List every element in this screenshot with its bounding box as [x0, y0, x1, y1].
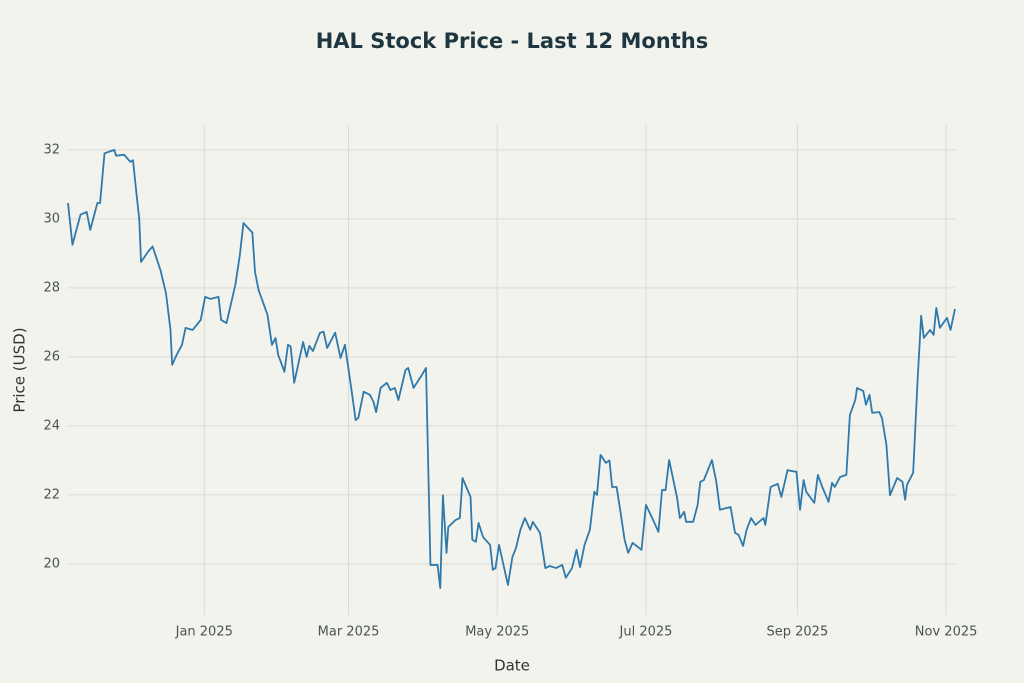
y-tick-label: 20	[43, 556, 60, 571]
y-tick-label: 24	[43, 418, 60, 433]
x-tick-label: Nov 2025	[915, 625, 978, 640]
x-tick-label: Jan 2025	[175, 625, 233, 640]
x-tick-label: Jul 2025	[619, 625, 673, 640]
y-tick-label: 30	[43, 211, 60, 226]
x-tick-label: Mar 2025	[318, 625, 380, 640]
y-tick-label: 26	[43, 349, 60, 364]
y-tick-label: 32	[43, 142, 60, 157]
x-axis-title: Date	[494, 657, 530, 675]
chart-title: HAL Stock Price - Last 12 Months	[316, 29, 709, 53]
y-axis-title: Price (USD)	[11, 327, 29, 412]
price-line	[67, 148, 956, 589]
x-tick-label: May 2025	[465, 625, 529, 640]
y-tick-label: 22	[43, 487, 60, 502]
y-tick-label: 28	[43, 280, 60, 295]
x-tick-label: Sep 2025	[767, 625, 829, 640]
